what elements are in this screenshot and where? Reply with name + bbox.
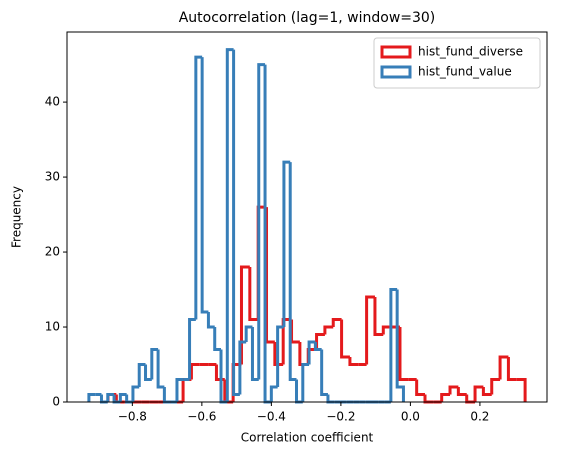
histogram-step (181, 378, 192, 402)
legend-swatch (380, 65, 412, 79)
y-tick-label: 40 (45, 95, 60, 109)
x-tick-label: 0.2 (470, 410, 489, 424)
x-tick-label: 0.0 (401, 410, 420, 424)
histogram-step (263, 64, 272, 404)
histogram-step (200, 57, 209, 314)
histogram-step (320, 349, 328, 397)
histogram-step (213, 327, 222, 352)
histogram-step (313, 342, 322, 352)
histogram-step (381, 325, 392, 335)
histogram-step (348, 357, 359, 367)
histogram-step (440, 393, 451, 402)
histogram-step (398, 327, 409, 382)
legend-label: hist_fund_value (418, 65, 512, 79)
histogram-step (365, 295, 375, 365)
histogram-step (331, 318, 342, 328)
histogram-step (106, 393, 115, 402)
y-tick-label: 30 (45, 170, 60, 184)
histogram-step (373, 297, 384, 337)
histogram-step (188, 318, 196, 380)
histogram-step (276, 325, 284, 388)
histogram-step (144, 364, 152, 382)
histogram-step (239, 265, 250, 365)
histogram-step (282, 160, 291, 328)
x-tick-label: −0.6 (187, 410, 216, 424)
histogram-step (118, 393, 127, 402)
histogram-step (194, 55, 203, 320)
histogram-step (516, 378, 527, 402)
histogram-step (326, 394, 335, 404)
histogram-step (269, 385, 278, 402)
x-tick-label: −0.4 (257, 410, 286, 424)
histogram-step (389, 288, 398, 402)
y-tick-label: 20 (45, 245, 60, 259)
histogram-step (301, 363, 310, 402)
histogram-step (156, 349, 165, 389)
histogram-series (106, 205, 527, 404)
histogram-series (87, 48, 405, 404)
histogram-step (265, 207, 275, 344)
histogram-step (323, 325, 334, 335)
histogram-step (206, 312, 215, 329)
chart-title: Autocorrelation (lag=1, window=30) (179, 10, 436, 26)
histogram-step (315, 333, 325, 350)
legend-box (373, 37, 541, 89)
histogram-step (232, 49, 240, 397)
histogram-step (257, 63, 266, 380)
histogram-step (456, 387, 467, 397)
histogram-step (307, 340, 316, 365)
y-tick-label: 0 (52, 395, 60, 409)
y-axis-label: Frequency (10, 186, 24, 248)
histogram-step (340, 319, 350, 359)
histogram-step (87, 393, 96, 402)
histogram-step (473, 385, 484, 402)
histogram-step (415, 379, 426, 397)
x-axis-label: Correlation coefficient (241, 431, 374, 445)
histogram-step (395, 289, 405, 402)
x-tick-label: −0.2 (326, 410, 355, 424)
histogram-step (175, 378, 184, 402)
histogram-step (490, 378, 501, 395)
histogram-step (238, 340, 247, 395)
legend-label: hist_fund_diverse (418, 45, 523, 59)
histogram-step (189, 363, 200, 380)
histogram-step (481, 387, 492, 397)
histogram-step (250, 327, 259, 382)
y-tick-label: 10 (45, 320, 60, 334)
histogram-step (288, 162, 297, 382)
histogram-step (498, 355, 509, 380)
histogram-step (423, 394, 434, 404)
x-tick-label: −0.8 (118, 410, 147, 424)
histogram-step (150, 348, 159, 380)
legend-swatch (380, 45, 412, 59)
histogram-step (273, 342, 284, 367)
histogram-step (248, 267, 259, 322)
plot-frame (66, 31, 548, 403)
histogram-step (131, 385, 140, 402)
histogram-step (448, 385, 459, 395)
histogram-step (162, 387, 171, 404)
histogram-step (506, 357, 517, 382)
histogram-step (225, 48, 234, 402)
histogram-step (137, 363, 146, 388)
histogram-step (290, 319, 300, 344)
histogram-step (244, 325, 253, 343)
